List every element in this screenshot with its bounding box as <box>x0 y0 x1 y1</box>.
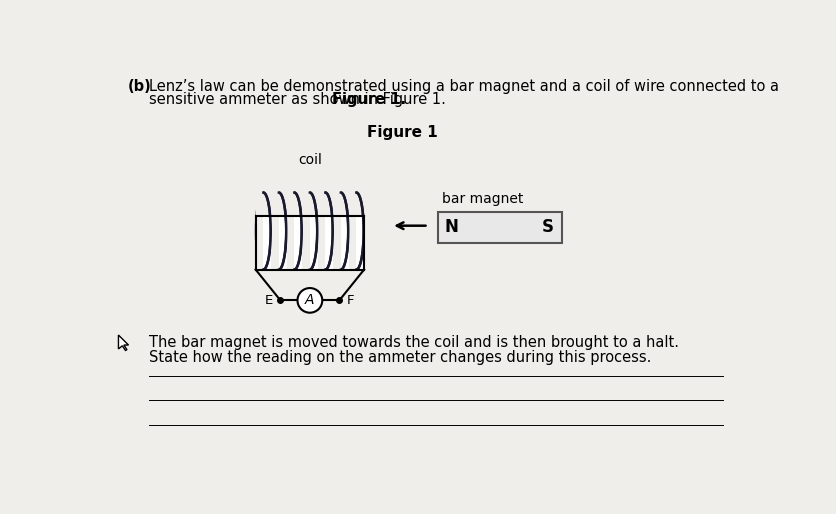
Text: sensitive ammeter as shown in Figure 1.: sensitive ammeter as shown in Figure 1. <box>150 93 446 107</box>
Polygon shape <box>438 212 562 243</box>
Polygon shape <box>256 216 364 269</box>
Polygon shape <box>256 189 263 273</box>
Polygon shape <box>119 335 129 351</box>
Polygon shape <box>349 189 356 273</box>
Polygon shape <box>287 189 294 273</box>
Circle shape <box>298 288 322 313</box>
Text: E: E <box>264 294 273 307</box>
Text: S: S <box>542 218 553 236</box>
Polygon shape <box>333 189 341 273</box>
Text: The bar magnet is moved towards the coil and is then brought to a halt.: The bar magnet is moved towards the coil… <box>150 335 680 350</box>
Polygon shape <box>271 189 279 273</box>
Text: coil: coil <box>298 153 322 167</box>
Text: Figure 1: Figure 1 <box>368 125 438 140</box>
Text: Figure 1.: Figure 1. <box>332 93 405 107</box>
Text: F: F <box>347 294 354 307</box>
Polygon shape <box>302 189 310 273</box>
Text: (b): (b) <box>128 79 151 94</box>
Polygon shape <box>318 189 325 273</box>
Text: N: N <box>445 218 459 236</box>
Text: Lenz’s law can be demonstrated using a bar magnet and a coil of wire connected t: Lenz’s law can be demonstrated using a b… <box>150 79 779 94</box>
Text: State how the reading on the ammeter changes during this process.: State how the reading on the ammeter cha… <box>150 350 652 364</box>
Text: bar magnet: bar magnet <box>441 192 523 207</box>
Text: A: A <box>305 293 314 307</box>
